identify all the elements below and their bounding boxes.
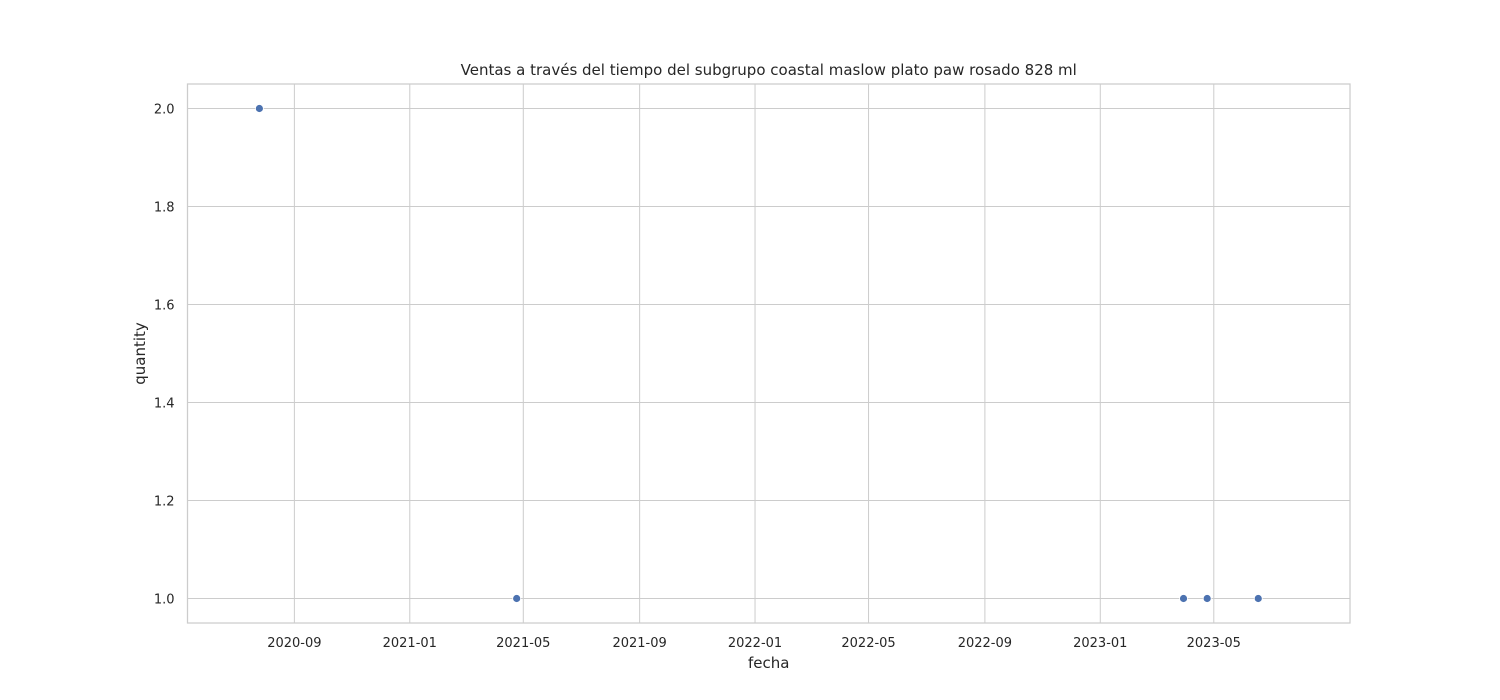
y-tick-label: 1.8 <box>154 201 175 216</box>
data-points <box>254 104 1263 603</box>
x-tick-label: 2022-09 <box>958 636 1012 651</box>
x-tick-label: 2023-01 <box>1073 636 1127 651</box>
x-tick-label: 2020-09 <box>267 636 321 651</box>
y-tick-labels: 1.0 1.2 1.4 1.6 1.8 2.0 <box>154 103 175 608</box>
x-tick-label: 2022-05 <box>841 636 895 651</box>
data-point <box>512 594 522 603</box>
grid <box>187 84 1350 623</box>
data-point <box>1179 594 1188 603</box>
chart-title: Ventas a través del tiempo del subgrupo … <box>461 61 1077 79</box>
data-point <box>1253 594 1263 603</box>
y-tick-label: 1.6 <box>154 299 175 314</box>
data-point <box>254 104 264 113</box>
x-axis-label: fecha <box>748 654 789 672</box>
y-tick-label: 1.0 <box>154 593 175 608</box>
y-tick-label: 2.0 <box>154 103 175 118</box>
plot-frame <box>186 83 1351 624</box>
x-tick-label: 2023-05 <box>1187 636 1241 651</box>
x-tick-labels: 2020-09 2021-01 2021-05 2021-09 2022-01 2022-… <box>267 636 1241 651</box>
y-tick-label: 1.2 <box>154 495 175 510</box>
y-axis-label: quantity <box>131 322 149 385</box>
x-tick-label: 2021-01 <box>383 636 437 651</box>
x-tick-label: 2022-01 <box>728 636 782 651</box>
x-tick-label: 2021-05 <box>496 636 550 651</box>
data-point <box>1202 594 1212 603</box>
x-tick-label: 2021-09 <box>612 636 666 651</box>
y-tick-label: 1.4 <box>154 397 175 412</box>
